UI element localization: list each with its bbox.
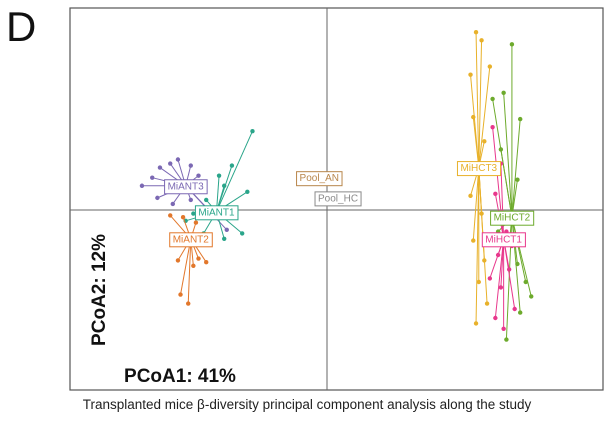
mihct3-spoke [478,40,483,168]
miant3-point [155,195,160,201]
pool-hc-label-box [314,191,362,207]
mihct1-point [501,326,506,331]
miant1-point [250,129,255,134]
miant2-point [186,301,191,306]
mihct1-label-text: MiHCT1 [485,234,522,245]
mihct3-label-text: MiHCT3 [460,163,497,174]
mihct2-spoke [492,98,513,218]
miant3-point [168,161,173,166]
mihct1-label-box [481,232,526,248]
mihct3-point [476,279,481,285]
mihct3-point [473,30,479,35]
mihct3-spoke [475,167,480,324]
mihct1-point [493,315,498,321]
miant2-point [168,213,173,218]
pool-an-label-box [296,171,343,187]
miant1-point [191,211,196,216]
mihct3-label-box [456,161,502,177]
mihct3-spoke [472,117,480,168]
mihct2-spoke [503,92,513,218]
mihct2-point [518,310,523,315]
mihct3-spoke [478,66,491,168]
miant2-point [193,220,199,225]
miant1-point [222,183,227,188]
miant3-point [175,157,181,162]
miant1-spoke [216,131,253,213]
miant3-point [150,175,155,180]
miant3-point [224,227,229,232]
mihct2-label-text: MiHCT2 [494,213,531,224]
miant1-point [216,173,222,178]
miant2-spoke [180,238,192,295]
mihct3-point [473,321,479,326]
mihct2-label-box [490,210,535,226]
mihct3-spoke [475,32,480,168]
mihct1-point [498,285,504,290]
miant2-point [196,256,201,261]
mihct3-spoke [472,167,480,241]
mihct1-spoke [494,238,505,319]
miant3-point [157,165,163,170]
miant1-point [204,197,209,203]
mihct2-point [529,294,534,299]
miant2-point [180,215,186,220]
mihct3-point [487,64,493,69]
miant2-label-text: MiANT2 [173,234,210,245]
miant2-point [175,258,181,263]
miant1-point [222,236,227,241]
mihct1-point [490,124,495,130]
mihct1-point [512,306,517,312]
miant2-label-box [169,232,213,248]
mihct2-spoke [511,119,521,218]
miant1-label-text: MiANT1 [198,207,235,218]
mihct3-point [479,38,484,43]
mihct3-point [468,72,473,77]
mihct2-point [509,42,515,47]
miant2-point [204,260,209,265]
mihct3-point [484,301,490,306]
miant1-point [229,163,235,168]
miant2-point [178,292,183,297]
group-labels: MiANT3 MiANT1 MiANT2 MiHCT3 MiHCT2 MiHCT1 Pool… [164,161,535,248]
mihct1-point [487,276,493,281]
figure-caption: Transplanted mice β-diversity principal … [82,397,532,412]
mihct1-spoke [503,238,516,310]
miant3-label-text: MiANT3 [168,181,205,192]
miant3-point [139,183,145,188]
miant1-point [245,189,250,195]
miant3-point [170,201,175,207]
mihct2-point [501,90,506,96]
panel-letter: D [6,3,37,50]
miant2-point [191,263,196,268]
mihct2-point [504,337,509,342]
mihct3-point [482,139,487,144]
mihct2-point [515,177,520,182]
miant3-point [196,173,201,178]
pool-an-label-text: Pool_AN [300,173,339,184]
mihct3-point [471,238,476,243]
y-axis-label: PCoA2: 12% [89,234,110,346]
pool-hc-label-text: Pool_HC [318,193,358,204]
miant3-label-box [164,179,208,195]
mihct2-spoke [511,217,527,283]
miant3-point [188,163,193,168]
mihct3-point [471,114,476,120]
mihct3-point [468,193,473,199]
pcoa-scatter-plot: MiANT3 MiANT1 MiANT2 MiHCT3 MiHCT2 MiHCT1 Pool… [69,7,604,391]
mihct1-spoke [500,163,505,239]
mihct2-point [518,116,523,122]
mihct2-point [523,279,528,285]
mihct2-point [490,96,495,102]
miant3-point [188,197,193,203]
miant1-label-box [194,205,239,221]
miant2-spoke [187,238,192,304]
miant1-point [239,231,245,236]
mihct1-point [493,191,498,197]
x-axis-label: PCoA1: 41% [124,366,236,387]
